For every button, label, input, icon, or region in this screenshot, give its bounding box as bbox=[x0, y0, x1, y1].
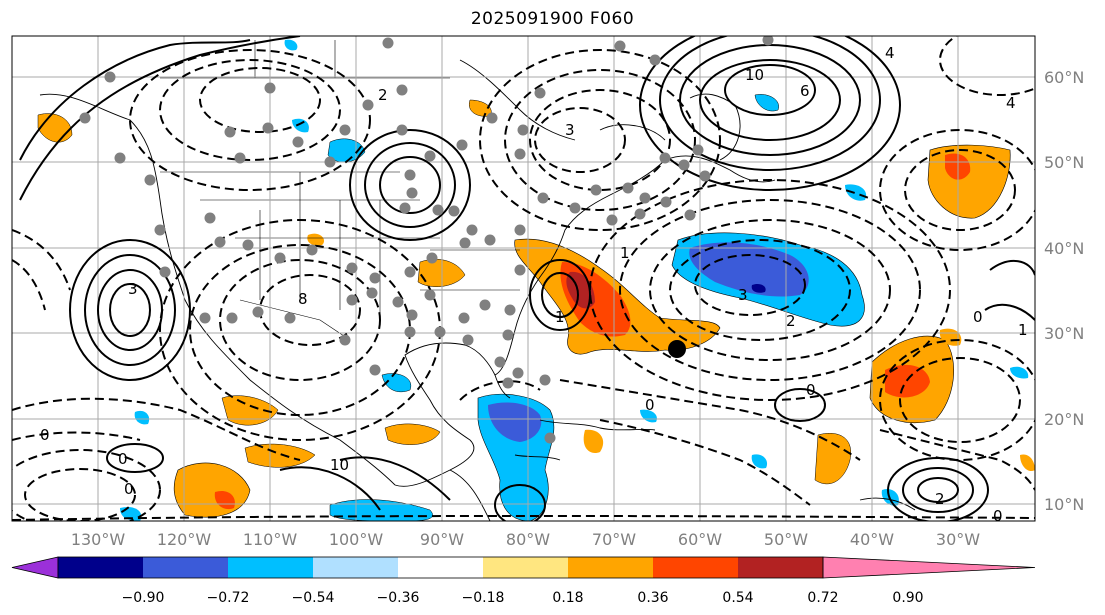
contour-label: 1 bbox=[555, 308, 565, 326]
contour-label: 6 bbox=[800, 82, 810, 100]
map-area: 3 10 6 4 4 3 2 2 1 1 3 2 0 0 0 0 0 0 0 1… bbox=[12, 36, 1035, 525]
black-dot bbox=[668, 340, 686, 358]
contour-label: 0 bbox=[40, 426, 50, 444]
contour-label: 0 bbox=[806, 381, 816, 399]
shade-positive bbox=[221, 395, 279, 426]
gray-station-dots bbox=[79, 36, 774, 444]
colorbar-label: −0.90 bbox=[122, 590, 165, 606]
colorbar-frame bbox=[57, 556, 824, 579]
contour-label: 2 bbox=[786, 312, 796, 330]
contour-label: 3 bbox=[565, 121, 575, 139]
colorbar-label: −0.18 bbox=[462, 590, 505, 606]
positive-contours bbox=[19, 36, 1035, 521]
gridlines bbox=[12, 36, 1035, 521]
lon-label-70w: 70°W bbox=[592, 530, 636, 549]
colorbar-segment bbox=[143, 557, 228, 578]
contour-label: 2 bbox=[378, 86, 388, 104]
lat-label-40: 40°N bbox=[1044, 239, 1084, 258]
shade-negative bbox=[284, 39, 298, 51]
contour-label: 4 bbox=[885, 44, 895, 62]
contour-label: 10 bbox=[745, 66, 764, 84]
contour-label: 2 bbox=[935, 490, 945, 508]
lat-label-10: 10°N bbox=[1044, 495, 1084, 514]
shade-very-strong-negative bbox=[751, 283, 766, 293]
lon-label-130w: 130°W bbox=[71, 530, 126, 549]
colorbar-segment bbox=[568, 557, 653, 578]
contour-label: 1 bbox=[620, 244, 630, 262]
lat-label-60: 60°N bbox=[1044, 68, 1084, 87]
negative-contours bbox=[12, 36, 1035, 521]
lon-label-110w: 110°W bbox=[243, 530, 298, 549]
state-borders bbox=[160, 40, 520, 341]
shade-negative bbox=[1010, 366, 1029, 379]
lon-label-120w: 120°W bbox=[157, 530, 212, 549]
lon-label-40w: 40°W bbox=[850, 530, 894, 549]
shade-positive bbox=[583, 429, 604, 454]
contour-label: 0 bbox=[993, 507, 1003, 525]
contour-label: 0 bbox=[973, 308, 983, 326]
shade-negative bbox=[134, 410, 150, 425]
contour-labels: 3 10 6 4 4 3 2 2 1 1 3 2 0 0 0 0 0 0 0 1… bbox=[40, 44, 1028, 525]
shade-strong-negative bbox=[689, 242, 809, 297]
colorbar-segment bbox=[483, 557, 568, 578]
lat-labels: 60°N 50°N 40°N 30°N 20°N 10°N bbox=[1044, 68, 1084, 514]
contour-label: 0 bbox=[645, 396, 655, 414]
contour-label: 3 bbox=[128, 280, 138, 298]
lon-label-80w: 80°W bbox=[506, 530, 550, 549]
lat-label-30: 30°N bbox=[1044, 324, 1084, 343]
shade-negative bbox=[751, 454, 768, 469]
colorbar bbox=[11, 556, 1036, 579]
lon-label-60w: 60°W bbox=[678, 530, 722, 549]
shade-negative bbox=[881, 488, 899, 506]
lat-label-20: 20°N bbox=[1044, 410, 1084, 429]
colorbar-segment bbox=[738, 557, 823, 578]
shade-negative bbox=[292, 118, 309, 133]
contour-label: 0 bbox=[118, 450, 128, 468]
chart-title: 2025091900 F060 bbox=[470, 9, 635, 29]
colorbar-segment bbox=[313, 557, 398, 578]
colorbar-label: 0.36 bbox=[637, 590, 668, 606]
shade-negative bbox=[845, 184, 867, 201]
colorbar-label: 0.90 bbox=[892, 590, 923, 606]
contour-label: 3 bbox=[738, 286, 748, 304]
map-frame bbox=[11, 35, 1036, 522]
shade-negative bbox=[754, 94, 779, 112]
contour-label: 1 bbox=[1018, 321, 1028, 339]
lon-label-100w: 100°W bbox=[329, 530, 384, 549]
colorbar-segment bbox=[398, 557, 483, 578]
colorbar-segment bbox=[653, 557, 738, 578]
lon-label-30w: 30°W bbox=[936, 530, 980, 549]
colorbar-label: −0.72 bbox=[207, 590, 250, 606]
colorbar-extend-min bbox=[11, 556, 59, 579]
colorbar-segment bbox=[58, 557, 143, 578]
contour-label: 0 bbox=[124, 480, 134, 498]
contour-label: 8 bbox=[298, 290, 308, 308]
shade-positive bbox=[814, 433, 852, 485]
shade-positive bbox=[244, 443, 316, 468]
contour-label: 10 bbox=[330, 456, 349, 474]
shade-positive bbox=[307, 233, 325, 246]
colorbar-label: 0.54 bbox=[722, 590, 753, 606]
shade-negative bbox=[381, 373, 412, 393]
lat-label-50: 50°N bbox=[1044, 153, 1084, 172]
lon-label-90w: 90°W bbox=[420, 530, 464, 549]
colorbar-extend-max bbox=[822, 556, 1036, 579]
contour-label: 4 bbox=[1006, 94, 1016, 112]
coastlines bbox=[39, 59, 916, 521]
lon-label-50w: 50°W bbox=[764, 530, 808, 549]
shade-positive bbox=[1020, 454, 1035, 472]
shade-strong-positive bbox=[214, 490, 235, 510]
shade-positive bbox=[384, 423, 441, 445]
colorbar-segment bbox=[228, 557, 313, 578]
lon-labels: 130°W 120°W 110°W 100°W 90°W 80°W 70°W 6… bbox=[71, 530, 980, 549]
colorbar-label: −0.54 bbox=[292, 590, 335, 606]
colorbar-label: −0.36 bbox=[377, 590, 420, 606]
colorbar-label: 0.18 bbox=[552, 590, 583, 606]
colorbar-label: 0.72 bbox=[807, 590, 838, 606]
colorbar-labels: −0.90 −0.72 −0.54 −0.36 −0.18 0.18 0.36 … bbox=[122, 590, 924, 606]
